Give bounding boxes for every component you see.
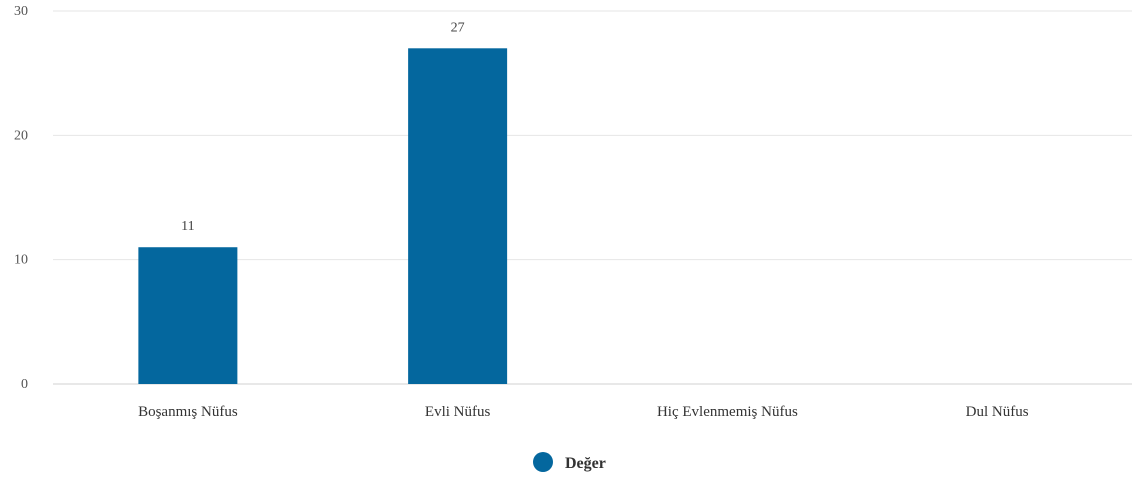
bar[interactable] bbox=[408, 48, 508, 385]
x-tick-label: Boşanmış Nüfus bbox=[138, 404, 238, 420]
grid-layer bbox=[53, 10, 1132, 261]
data-label: 11 bbox=[181, 219, 194, 234]
bar[interactable] bbox=[138, 247, 238, 384]
y-tick-label: 10 bbox=[14, 253, 28, 268]
data-label: 27 bbox=[451, 20, 465, 35]
y-tick-label: 20 bbox=[14, 128, 28, 143]
x-tick-label: Hiç Evlenmemiş Nüfus bbox=[657, 404, 798, 420]
y-tick-label: 0 bbox=[21, 377, 28, 392]
x-tick-label: Evli Nüfus bbox=[425, 404, 491, 420]
label-layer: 11 27 bbox=[181, 20, 464, 234]
x-tick-label: Dul Nüfus bbox=[966, 404, 1029, 420]
legend-label[interactable]: Değer bbox=[565, 455, 606, 472]
legend-marker[interactable] bbox=[533, 452, 553, 472]
bar-layer bbox=[138, 48, 508, 385]
legend[interactable]: Değer bbox=[533, 452, 606, 472]
y-tick-label: 30 bbox=[14, 4, 28, 19]
axis-layer: 0 10 20 30 Boşanmış Nüfus Evli Nüfus Hiç Evlen… bbox=[14, 4, 1132, 420]
